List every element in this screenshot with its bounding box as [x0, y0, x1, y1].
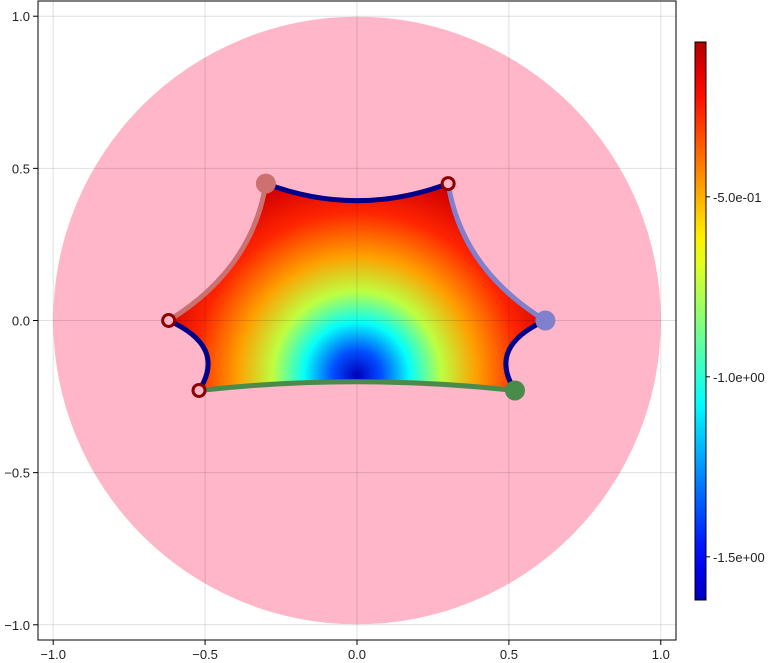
- x-tick-label: 0.5: [500, 647, 518, 662]
- x-tick-label: −1.0: [40, 647, 66, 662]
- y-tick-label: 0.5: [12, 161, 30, 176]
- boundary-edge: [166, 318, 211, 393]
- colorbar-tick-label: -1.5e+00: [713, 550, 765, 565]
- vertex-marker: [161, 313, 177, 328]
- colorbar: -5.0e-01 -1.0e+00 -1.5e+00: [694, 41, 765, 601]
- vertex-marker: [440, 176, 456, 192]
- boundary-edges: [166, 181, 548, 393]
- vertex-marker: [504, 380, 525, 401]
- y-tick-label: 1.0: [12, 9, 30, 24]
- x-axis-ticks: −1.0 −0.5 0.0 0.5 1.0: [40, 640, 670, 662]
- vertex-marker: [255, 173, 276, 194]
- y-tick-label: −1.0: [4, 618, 30, 633]
- x-tick-label: −0.5: [192, 647, 218, 662]
- boundary-edge: [196, 379, 518, 393]
- colorbar-ticks: -5.0e-01 -1.0e+00 -1.5e+00: [706, 190, 765, 565]
- gridlines: [38, 1, 676, 640]
- boundary-edge: [503, 318, 548, 393]
- y-tick-label: 0.0: [12, 314, 30, 329]
- boundary-edge: [166, 181, 269, 323]
- vertex-markers: [161, 173, 556, 401]
- boundary-edge: [263, 181, 451, 204]
- colorbar-bar: [694, 41, 707, 601]
- y-axis-ticks: −1.0 −0.5 0.0 0.5 1.0: [4, 9, 38, 633]
- x-tick-label: 1.0: [652, 647, 670, 662]
- boundary-edge: [445, 181, 548, 323]
- vertex-marker: [191, 382, 207, 398]
- x-tick-label: 0.0: [348, 647, 366, 662]
- y-tick-label: −0.5: [4, 466, 30, 481]
- colorbar-tick-label: -5.0e-01: [713, 190, 761, 205]
- colorbar-tick-label: -1.0e+00: [713, 370, 765, 385]
- vertex-marker: [535, 310, 556, 331]
- axes: −1.0 −0.5 0.0 0.5 1.0 −1.0 −0.5 0.0 0.5 1.0: [4, 0, 677, 662]
